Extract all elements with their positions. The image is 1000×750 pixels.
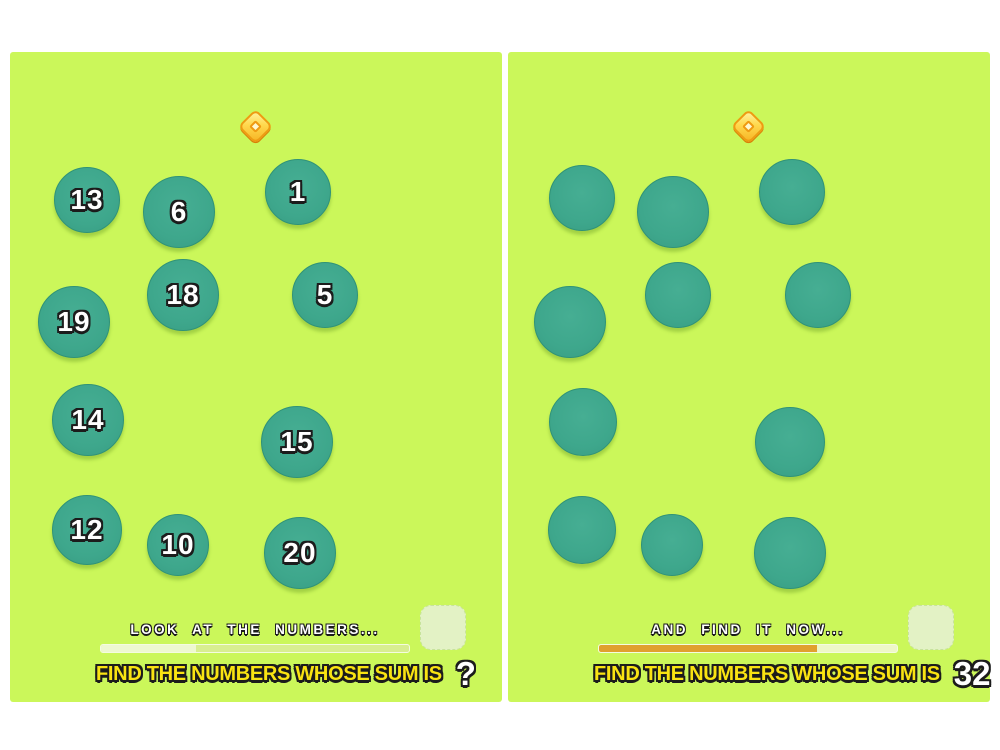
blank-circle[interactable] — [549, 165, 615, 231]
number-circle[interactable]: 13 — [54, 167, 120, 233]
prompt-text: FIND THE NUMBERS WHOSE SUM IS — [96, 662, 442, 685]
circle-number: 12 — [70, 514, 104, 545]
blank-circle[interactable] — [637, 176, 709, 248]
blank-circle[interactable] — [759, 159, 825, 225]
blank-circle[interactable] — [645, 262, 711, 328]
blank-circle[interactable] — [785, 262, 851, 328]
diamond-gem-icon — [237, 108, 274, 145]
number-circle[interactable]: 10 — [147, 514, 209, 576]
number-circle[interactable]: 18 — [147, 259, 219, 331]
status-text: AND FIND IT NOW... — [651, 622, 845, 637]
panel-memorize: 20 10 12 15 14 19 5 18 1 6 13 LOOK AT THE NUMBERS.… — [10, 52, 502, 702]
circle-number: 18 — [166, 279, 200, 310]
number-circle[interactable]: 5 — [292, 262, 358, 328]
circle-number: 6 — [170, 196, 188, 227]
circle-number: 13 — [70, 184, 104, 215]
number-circle[interactable]: 14 — [52, 384, 124, 456]
prompt-text: FIND THE NUMBERS WHOSE SUM IS — [594, 662, 940, 685]
blank-circle[interactable] — [755, 407, 825, 477]
blank-circle[interactable] — [549, 388, 617, 456]
number-circle[interactable]: 6 — [143, 176, 215, 248]
circle-number: 10 — [161, 529, 195, 560]
prompt-row: FIND THE NUMBERS WHOSE SUM IS 32 — [594, 652, 990, 696]
progress-bar — [598, 644, 898, 653]
status-text: LOOK AT THE NUMBERS... — [130, 622, 380, 637]
circle-number: 14 — [71, 404, 105, 435]
gem-hole — [742, 120, 755, 133]
blank-circle[interactable] — [548, 496, 616, 564]
progress-fill — [101, 645, 197, 652]
circle-number: 15 — [280, 426, 314, 457]
gem-hole — [249, 120, 262, 133]
sum-value: 32 — [953, 655, 991, 692]
blank-circle[interactable] — [534, 286, 606, 358]
circle-number: 5 — [316, 279, 334, 310]
number-circle[interactable]: 19 — [38, 286, 110, 358]
answer-slot — [420, 605, 466, 650]
blank-circle[interactable] — [641, 514, 703, 576]
progress-fill — [599, 645, 817, 652]
panel-recall: AND FIND IT NOW... FIND THE NUMBERS WHOS… — [508, 52, 990, 702]
circle-number: 1 — [289, 176, 307, 207]
number-circle[interactable]: 12 — [52, 495, 122, 565]
circle-number: 19 — [57, 306, 91, 337]
sum-value: ? — [455, 655, 476, 692]
progress-bar — [100, 644, 410, 653]
blank-circle[interactable] — [754, 517, 826, 589]
number-circle[interactable]: 20 — [264, 517, 336, 589]
circle-number: 20 — [283, 537, 317, 568]
answer-slot — [908, 605, 954, 650]
prompt-row: FIND THE NUMBERS WHOSE SUM IS ? — [96, 652, 482, 696]
number-circle[interactable]: 1 — [265, 159, 331, 225]
diamond-gem-icon — [730, 108, 767, 145]
number-circle[interactable]: 15 — [261, 406, 333, 478]
